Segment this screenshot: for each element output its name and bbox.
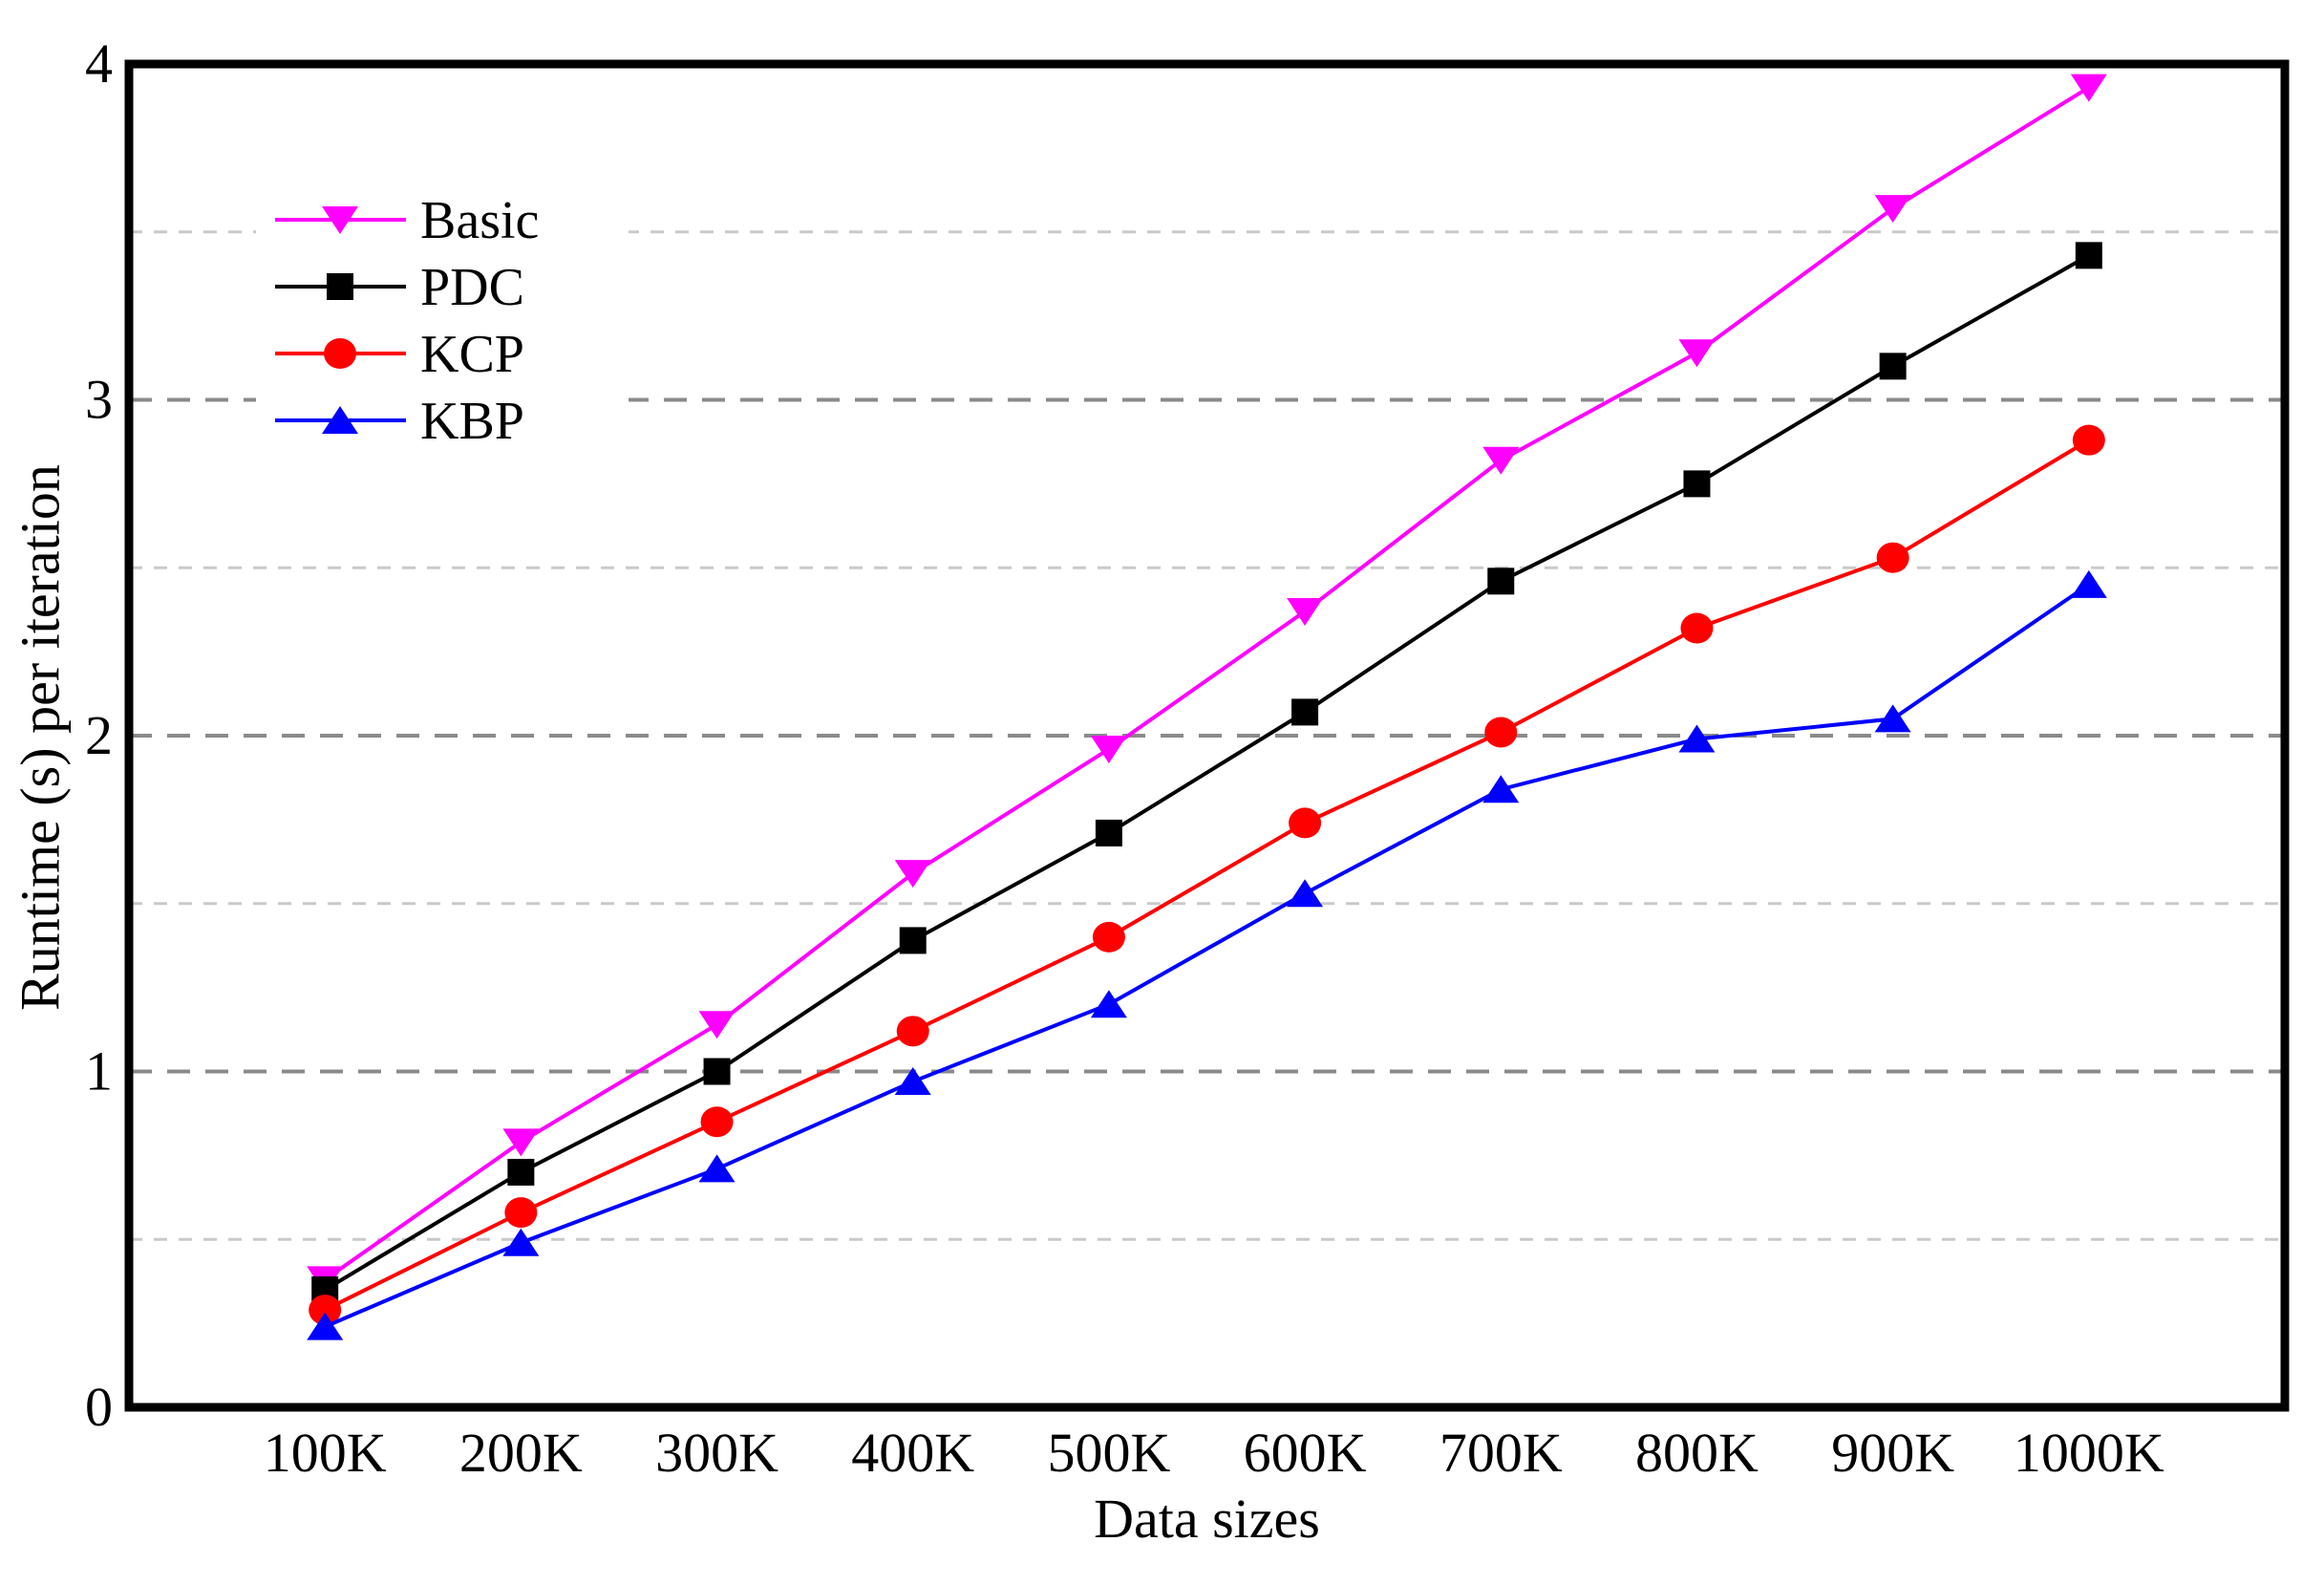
y-tick-label-2: 2 (85, 704, 113, 766)
data-point-kcp-800K (1680, 612, 1714, 644)
data-point-basic-500K (1090, 736, 1127, 764)
legend-background (256, 182, 629, 461)
plot-frame (124, 59, 2290, 1412)
x-tick-label-300K: 300K (655, 1422, 778, 1484)
series-line-pdc (324, 253, 2090, 1292)
data-point-pdc-300K (703, 1058, 731, 1085)
data-point-kbp-200K (502, 1228, 540, 1256)
y-tick-label-4: 4 (85, 32, 113, 95)
data-point-kbp-700K (1482, 775, 1520, 803)
series-line-basic (324, 85, 2090, 1282)
series-line-kbp (324, 583, 2090, 1329)
data-point-pdc-400K (899, 927, 927, 954)
x-tick-label-800K: 800K (1635, 1422, 1759, 1484)
data-point-kcp-500K (1092, 921, 1125, 953)
y-tick-label-0: 0 (85, 1376, 113, 1438)
data-point-kcp-700K (1484, 717, 1518, 748)
data-point-kcp-100K (309, 1295, 342, 1326)
legend-label-pdc: PDC (420, 258, 524, 317)
data-point-basic-900K (1874, 195, 1911, 224)
legend-label-basic: Basic (420, 191, 539, 250)
x-tick-label-600K: 600K (1244, 1422, 1367, 1484)
x-tick-label-200K: 200K (459, 1422, 583, 1484)
data-point-kbp-800K (1678, 724, 1716, 753)
series-line-kcp (324, 438, 2090, 1312)
data-point-kcp-600K (1289, 807, 1322, 839)
data-point-basic-200K (502, 1128, 540, 1157)
data-point-basic-700K (1482, 446, 1520, 475)
data-point-kbp-300K (698, 1154, 736, 1183)
y-axis-title: Runtime (s) per iteration (9, 464, 72, 1011)
data-point-kbp-400K (894, 1067, 931, 1096)
x-axis-title: Data sizes (1094, 1488, 1320, 1550)
data-point-kcp-900K (1876, 542, 1909, 573)
legend-marker-kcp (324, 338, 356, 369)
data-point-kbp-500K (1090, 990, 1127, 1018)
data-point-kcp-1000K (2072, 424, 2105, 456)
data-point-kbp-900K (1874, 704, 1911, 733)
legend-marker-kbp (322, 406, 358, 434)
x-tick-label-700K: 700K (1439, 1422, 1563, 1484)
y-tick-label-3: 3 (85, 369, 113, 431)
y-tick-label-1: 1 (85, 1040, 113, 1103)
data-point-basic-1000K (2070, 74, 2107, 102)
data-point-basic-300K (698, 1011, 736, 1039)
data-point-basic-400K (894, 860, 931, 889)
data-point-pdc-900K (1879, 353, 1907, 380)
x-tick-label-500K: 500K (1047, 1422, 1170, 1484)
data-point-kbp-100K (307, 1312, 344, 1340)
data-point-pdc-200K (507, 1158, 535, 1186)
legend-label-kcp: KCP (420, 325, 524, 384)
x-tick-label-100K: 100K (264, 1422, 387, 1484)
data-point-basic-600K (1287, 597, 1324, 626)
data-point-kcp-300K (700, 1106, 734, 1138)
data-point-basic-800K (1678, 339, 1716, 368)
data-point-kbp-600K (1287, 879, 1324, 908)
legend-label-kbp: KBP (420, 392, 524, 451)
data-point-kbp-1000K (2070, 569, 2107, 598)
data-point-kcp-400K (896, 1016, 929, 1047)
data-point-pdc-1000K (2075, 242, 2102, 269)
x-tick-label-1000K: 1000K (2014, 1422, 2164, 1484)
data-point-kcp-200K (504, 1197, 538, 1229)
data-point-pdc-600K (1291, 698, 1319, 726)
legend-marker-basic (322, 206, 358, 234)
x-tick-label-900K: 900K (1831, 1422, 1954, 1484)
legend-marker-pdc (327, 273, 353, 300)
data-point-pdc-500K (1095, 819, 1122, 846)
data-point-pdc-800K (1683, 470, 1711, 498)
data-point-pdc-700K (1487, 568, 1515, 595)
x-tick-label-400K: 400K (851, 1422, 974, 1484)
